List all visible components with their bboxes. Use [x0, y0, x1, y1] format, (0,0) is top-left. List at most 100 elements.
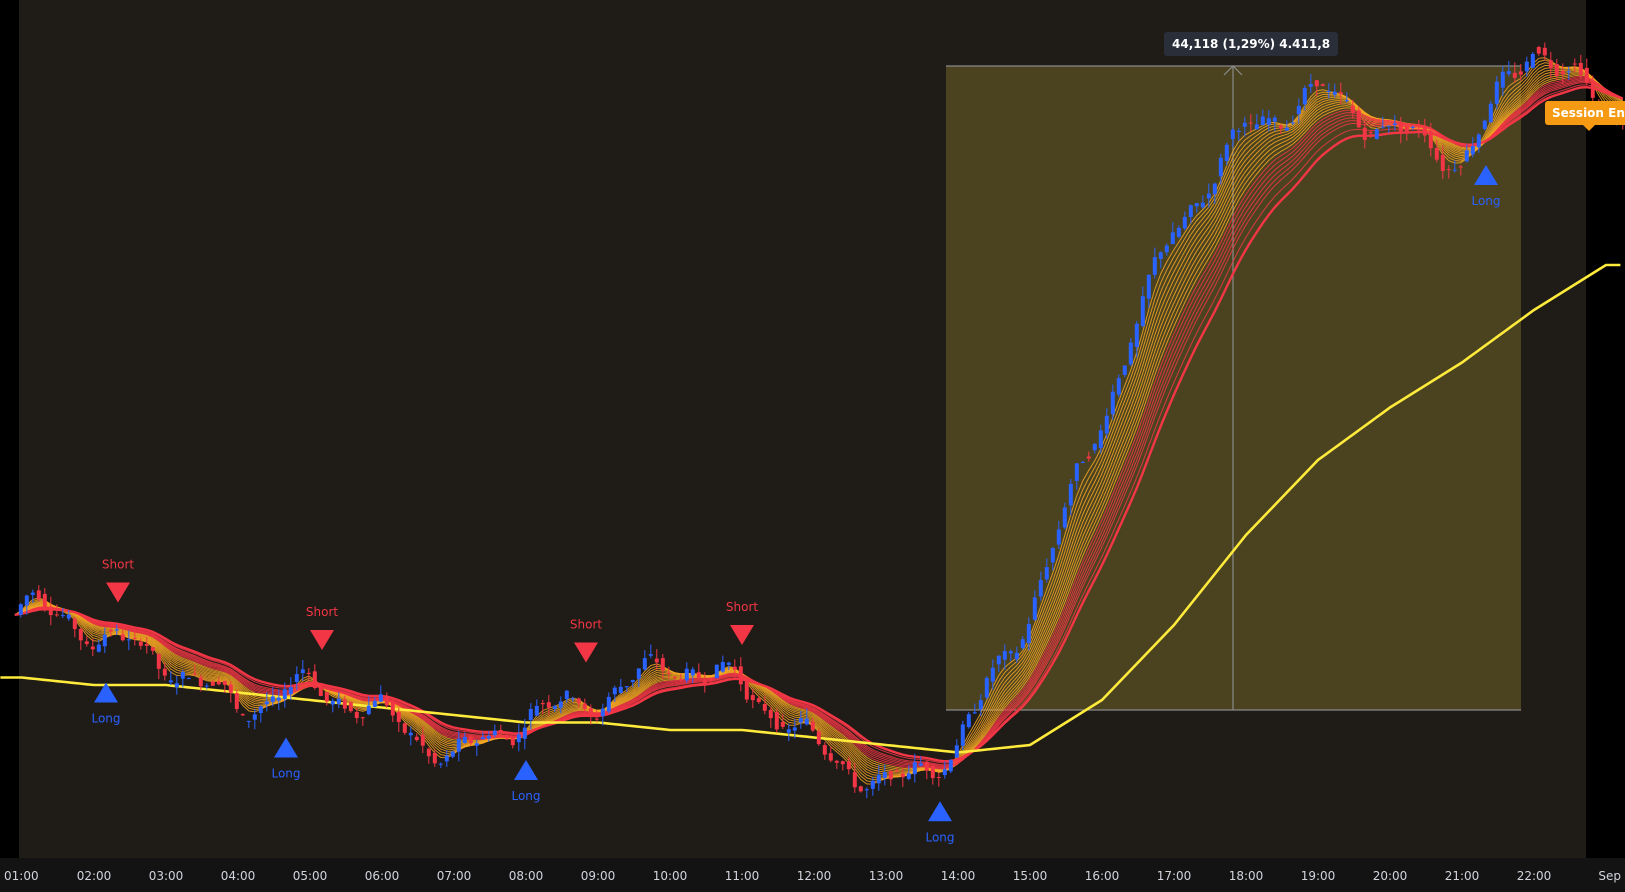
candle-body — [156, 654, 161, 669]
short-arrow-icon — [106, 582, 130, 603]
candle-body — [576, 698, 581, 704]
candle-body — [330, 700, 335, 705]
candle-body — [1554, 64, 1559, 76]
candle-body — [642, 658, 647, 670]
candle-body — [1062, 507, 1067, 528]
candle-body — [1200, 202, 1205, 208]
candle-body — [162, 668, 167, 676]
candle-body — [1320, 84, 1325, 86]
candle-body — [768, 709, 773, 719]
long-signal-marker: Long — [925, 801, 955, 844]
candle-body — [618, 686, 623, 693]
time-axis[interactable] — [0, 858, 1625, 892]
time-tick-label: 08:00 — [509, 869, 544, 883]
candle-body — [390, 701, 395, 716]
candle-body — [684, 668, 689, 681]
time-tick-label: 09:00 — [581, 869, 616, 883]
time-tick-label: 14:00 — [941, 869, 976, 883]
candle-body — [1446, 169, 1451, 171]
measure-arrow-head — [1223, 65, 1243, 76]
candle-body — [888, 771, 893, 780]
long-arrow-icon — [1474, 165, 1498, 185]
candle-body — [312, 671, 317, 688]
candle-body — [456, 738, 461, 752]
time-tick-label: 02:00 — [77, 869, 112, 883]
candle-body — [564, 690, 569, 700]
candle-body — [552, 705, 557, 709]
candle-body — [354, 711, 359, 719]
candle-body — [1464, 150, 1469, 162]
candle-body — [1248, 122, 1253, 124]
candle-body — [930, 766, 935, 779]
candle-body — [1494, 81, 1499, 104]
candle-body — [492, 730, 497, 736]
short-arrow-icon — [310, 630, 334, 650]
candle-body — [558, 701, 563, 708]
candle-body — [1302, 88, 1307, 105]
candle-body — [1482, 120, 1487, 129]
candle-body — [402, 723, 407, 733]
candle-body — [1548, 60, 1553, 69]
candle-body — [102, 634, 107, 647]
candle-body — [1326, 90, 1331, 92]
candle-body — [1338, 92, 1343, 95]
candle-body — [228, 684, 233, 693]
candle-body — [144, 644, 149, 646]
candle-body — [378, 694, 383, 702]
candle-body — [222, 680, 227, 685]
candle-body — [516, 734, 521, 743]
candle-body — [1392, 123, 1397, 125]
candle-body — [834, 760, 839, 763]
candle-body — [1080, 461, 1085, 463]
candle-body — [630, 679, 635, 683]
short-signal-label: Short — [570, 618, 602, 632]
candle-body — [936, 777, 941, 779]
candle-body — [678, 679, 683, 681]
candle-body — [1266, 118, 1271, 125]
long-arrow-icon — [928, 801, 952, 822]
candle-body — [18, 604, 23, 615]
short-signal-marker: Short — [102, 558, 134, 603]
long-signal-marker: Long — [1471, 165, 1501, 208]
candle-body — [426, 748, 431, 757]
candle-body — [1362, 127, 1367, 140]
candle-body — [1218, 157, 1223, 177]
short-signal-label: Short — [726, 600, 758, 614]
candle-body — [840, 761, 845, 765]
long-signal-label: Long — [91, 712, 120, 726]
candle-body — [798, 718, 803, 723]
candle-body — [1284, 127, 1289, 131]
candle-body — [1476, 134, 1481, 148]
candle-body — [588, 708, 593, 717]
candle-body — [636, 668, 641, 679]
candle-body — [264, 701, 269, 705]
candle-body — [1242, 122, 1247, 127]
short-arrow-icon — [730, 625, 754, 645]
candle-body — [1116, 378, 1121, 395]
candle-body — [366, 705, 371, 715]
candle-body — [732, 666, 737, 670]
candle-body — [180, 672, 185, 679]
candle-body — [1350, 105, 1355, 114]
candle-body — [594, 718, 599, 720]
candle-body — [294, 674, 299, 682]
candle-body — [1212, 183, 1217, 195]
candle-body — [906, 773, 911, 779]
candle-body — [582, 703, 587, 709]
candle-body — [534, 705, 539, 716]
candle-body — [786, 729, 791, 733]
candle-body — [498, 729, 503, 733]
candle-body — [720, 662, 725, 672]
candle-body — [408, 732, 413, 736]
long-signal-label: Long — [271, 767, 300, 781]
candle-body — [996, 655, 1001, 665]
candle-body — [66, 614, 71, 619]
candle-body — [612, 687, 617, 695]
candle-body — [348, 702, 353, 712]
candle-body — [1572, 63, 1577, 65]
candle-body — [690, 669, 695, 676]
ribbon-line — [14, 69, 1624, 775]
candlestick-series — [18, 42, 1625, 799]
candle-body — [1278, 125, 1283, 129]
